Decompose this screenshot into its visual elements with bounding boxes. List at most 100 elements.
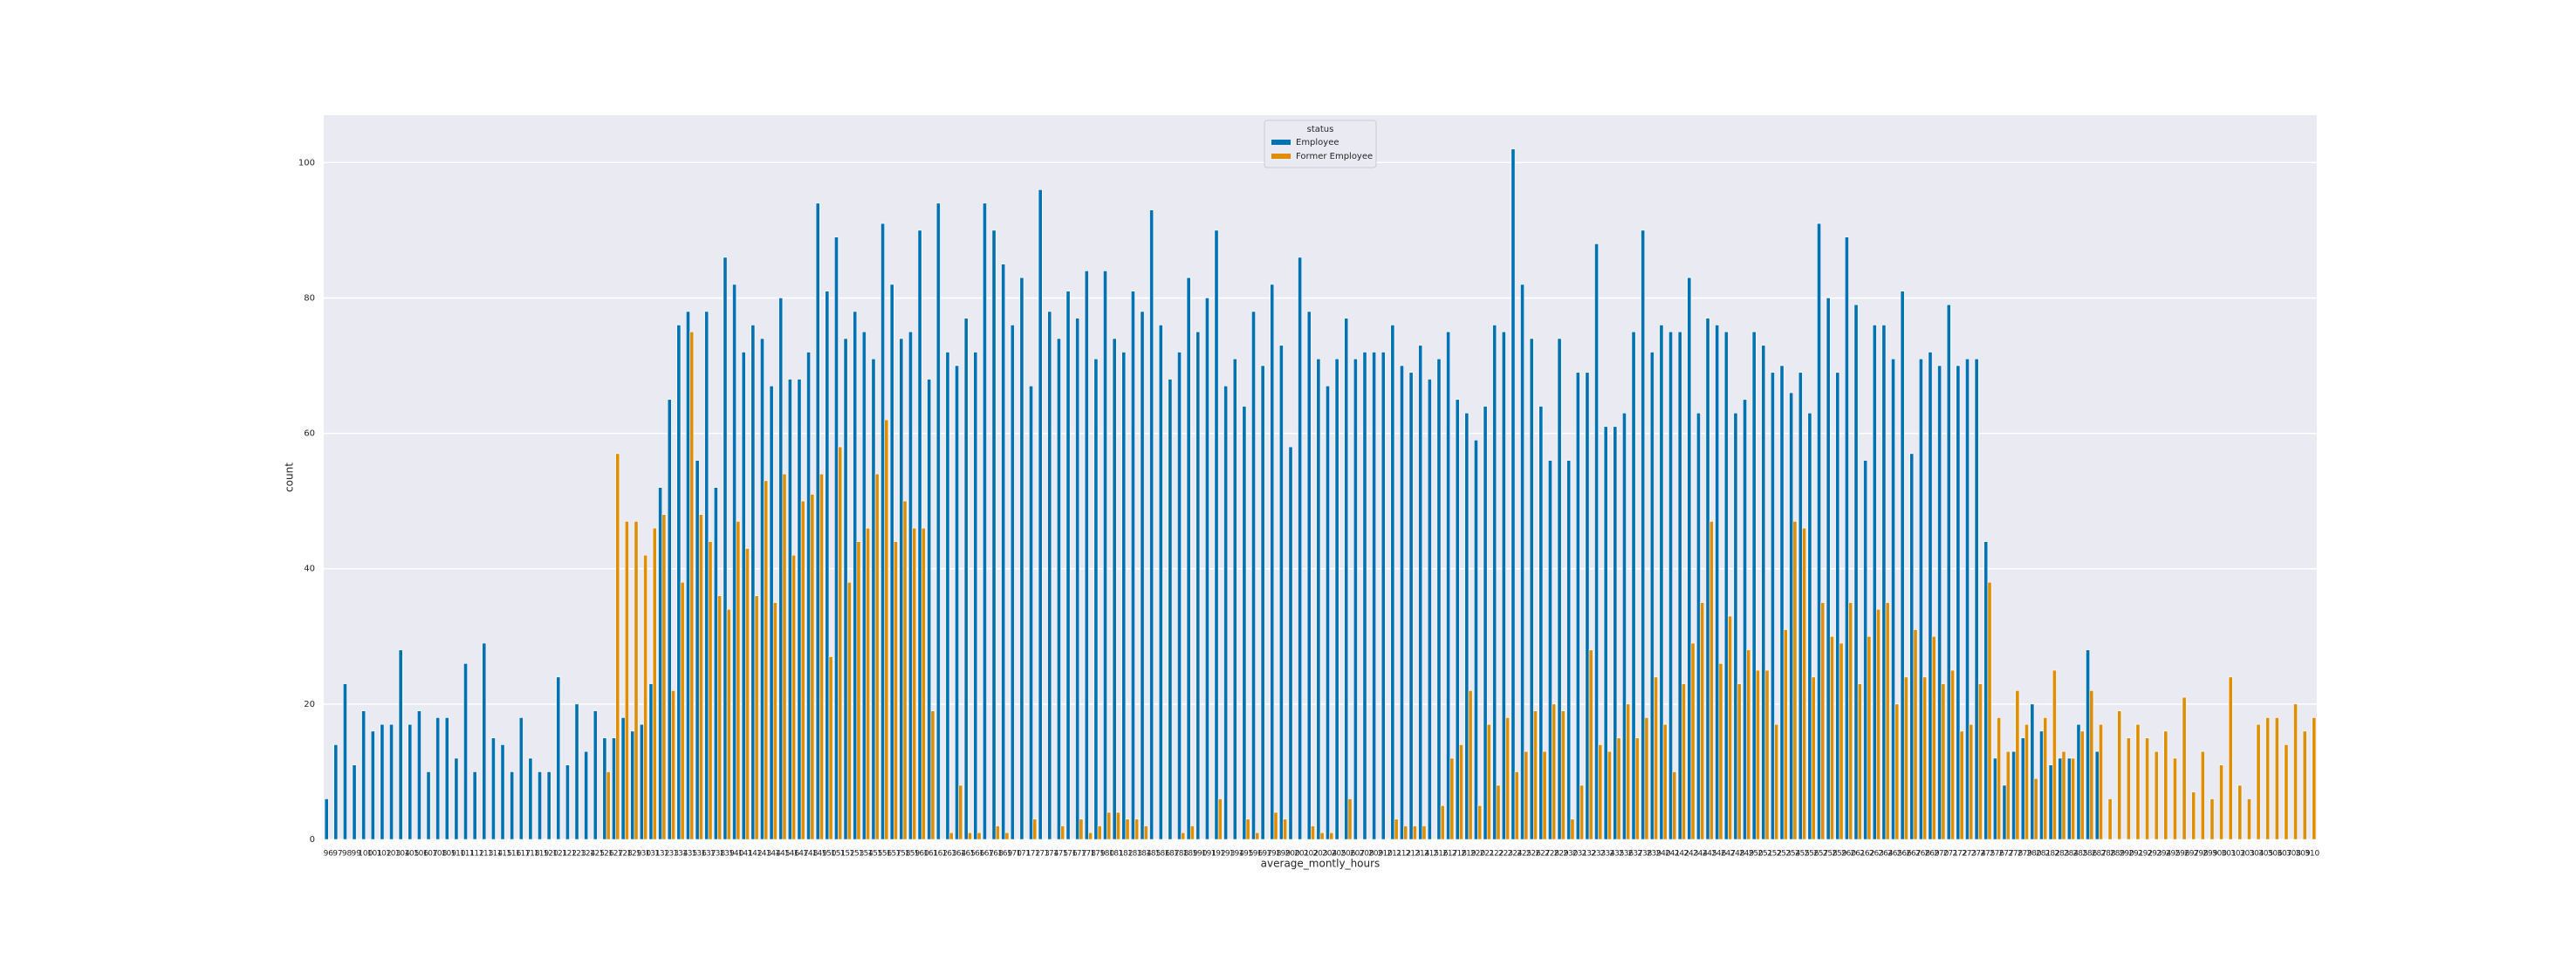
bar [1189, 825, 1195, 840]
bar [1255, 832, 1260, 840]
x-tick-label: 256 [1804, 850, 1819, 859]
bar [1761, 345, 1766, 840]
x-tick-label: 301 [2221, 850, 2236, 859]
bar [1251, 311, 1256, 840]
bar [1143, 825, 1148, 840]
bar [1903, 676, 1908, 840]
x-tick-label: 187 [1164, 850, 1179, 859]
bar [2135, 723, 2141, 840]
bar [1455, 399, 1460, 840]
bar [1817, 223, 1821, 840]
x-axis-label: average_montly_hours [1261, 858, 1380, 870]
bar [1997, 717, 2002, 840]
bar [2200, 750, 2205, 840]
x-tick-label: 123 [572, 850, 586, 859]
bar [2079, 730, 2085, 840]
bar [1770, 372, 1775, 840]
bar [976, 832, 982, 840]
x-tick-label: 247 [1721, 850, 1736, 859]
bar [1826, 298, 1831, 840]
bar [1380, 352, 1386, 840]
x-tick-label: 192 [1211, 850, 1226, 859]
bar [828, 656, 833, 840]
x-tick-label: 189 [1183, 850, 1198, 859]
bar [2265, 717, 2271, 840]
bar [2247, 798, 2251, 840]
x-tick-label: 144 [766, 850, 781, 859]
x-tick-label: 196 [1248, 850, 1263, 859]
bar [1594, 243, 1599, 840]
x-tick-label: 258 [1823, 850, 1838, 859]
bar [1149, 209, 1154, 840]
x-tick-label: 121 [552, 850, 567, 859]
bar [2002, 784, 2007, 840]
bar [1533, 710, 1538, 840]
x-tick-label: 223 [1498, 850, 1513, 859]
bar [2293, 703, 2298, 840]
bar [1835, 372, 1840, 840]
x-tick-label: 177 [1072, 850, 1086, 859]
x-tick-label: 271 [1943, 850, 1958, 859]
bar [884, 419, 889, 840]
bar [1344, 318, 1349, 840]
x-tick-label: 97 [332, 850, 342, 859]
bar [741, 352, 746, 840]
bar [1245, 819, 1250, 840]
bar [615, 453, 620, 840]
bar [1900, 291, 1905, 840]
x-tick-label: 213 [1406, 850, 1421, 859]
y-tick-label: 60 [304, 429, 315, 439]
bar [1514, 771, 1519, 840]
bar [1196, 331, 1201, 840]
bar [1644, 717, 1649, 840]
bar [1412, 825, 1417, 840]
bar [1622, 413, 1627, 840]
bar [612, 737, 616, 840]
bar [2039, 730, 2044, 840]
bar [556, 676, 561, 840]
x-tick-label: 100 [358, 850, 373, 859]
x-tick-label: 204 [1322, 850, 1337, 859]
x-tick-label: 181 [1109, 850, 1124, 859]
bar [704, 311, 709, 840]
x-tick-label: 273 [1962, 850, 1977, 859]
x-tick-label: 143 [757, 850, 771, 859]
legend-title: status [1307, 125, 1334, 134]
bar [1700, 602, 1705, 840]
x-tick-label: 147 [794, 850, 809, 859]
bar [1570, 819, 1575, 840]
bar [1353, 358, 1358, 840]
x-tick-label: 110 [450, 850, 465, 859]
x-tick-label: 255 [1795, 850, 1810, 859]
x-tick-label: 127 [608, 850, 623, 859]
bar [584, 750, 589, 840]
legend-label: Former Employee [1296, 152, 1373, 161]
bar [1987, 581, 1992, 840]
bar [667, 399, 672, 840]
x-tick-label: 231 [1572, 850, 1587, 859]
bar [658, 487, 663, 840]
bar [1520, 284, 1525, 840]
bar [902, 500, 908, 840]
bar [2228, 676, 2233, 840]
bar [819, 473, 824, 840]
bar [1130, 291, 1135, 840]
bar [1728, 615, 1732, 840]
bar [686, 311, 690, 840]
bar [1792, 521, 1798, 840]
bar [1181, 832, 1186, 840]
bar [1631, 331, 1636, 840]
bar [500, 744, 505, 840]
bar [782, 473, 787, 840]
x-tick-label: 169 [997, 850, 1012, 859]
bar [1088, 832, 1093, 840]
bar [1449, 757, 1455, 840]
x-tick-label: 305 [2258, 850, 2273, 859]
x-tick-label: 269 [1925, 850, 1940, 859]
bar [1783, 629, 1788, 840]
bar [1177, 352, 1182, 840]
bar [708, 541, 713, 840]
bar [624, 521, 629, 840]
bar [698, 514, 703, 840]
